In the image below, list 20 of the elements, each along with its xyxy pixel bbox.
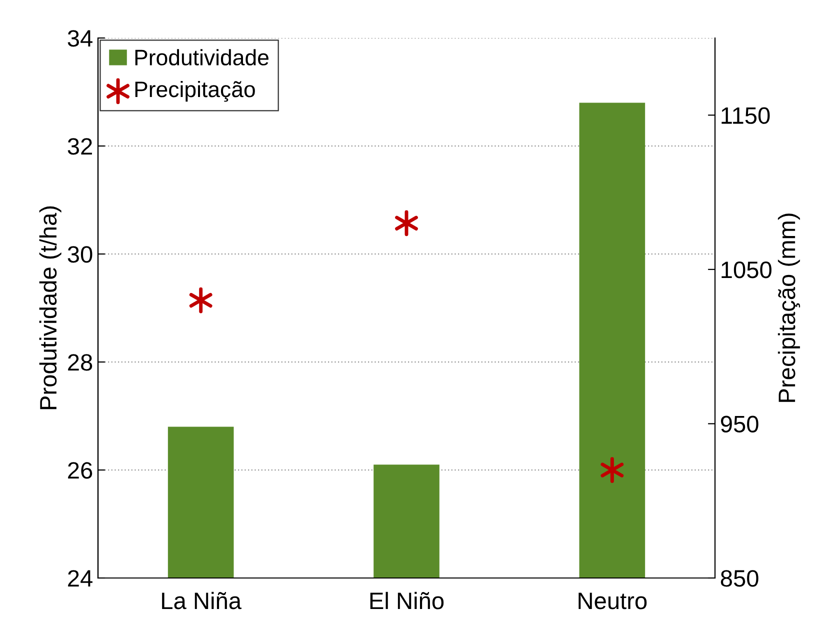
point <box>395 210 418 236</box>
y-tick-label: 28 <box>68 354 92 371</box>
y-tick-label: 34 <box>68 30 92 47</box>
y2-axis-title: Precipitação (mm) <box>778 214 800 402</box>
y2-tick-label: 1150 <box>722 107 770 124</box>
y2-tick-label: 1050 <box>722 261 772 278</box>
y-tick-label: 30 <box>68 246 92 263</box>
point <box>189 287 212 314</box>
y-tick-label: 26 <box>68 462 92 479</box>
y-axis-title: Produtividade (t/ha) <box>39 206 62 410</box>
y-tick-label: 32 <box>68 138 92 155</box>
y2-tick-label: 850 <box>720 570 758 587</box>
y2-tick-label: 950 <box>720 416 758 432</box>
x-tick-label: El Niño <box>370 592 444 610</box>
x-tick-label: Neutro <box>578 592 647 610</box>
y-tick-label: 24 <box>68 570 92 587</box>
point <box>600 457 624 483</box>
legend-label: Produtividade <box>135 49 268 66</box>
legend-label: Precipitação <box>135 80 255 102</box>
x-tick-label: La Niña <box>162 592 242 610</box>
